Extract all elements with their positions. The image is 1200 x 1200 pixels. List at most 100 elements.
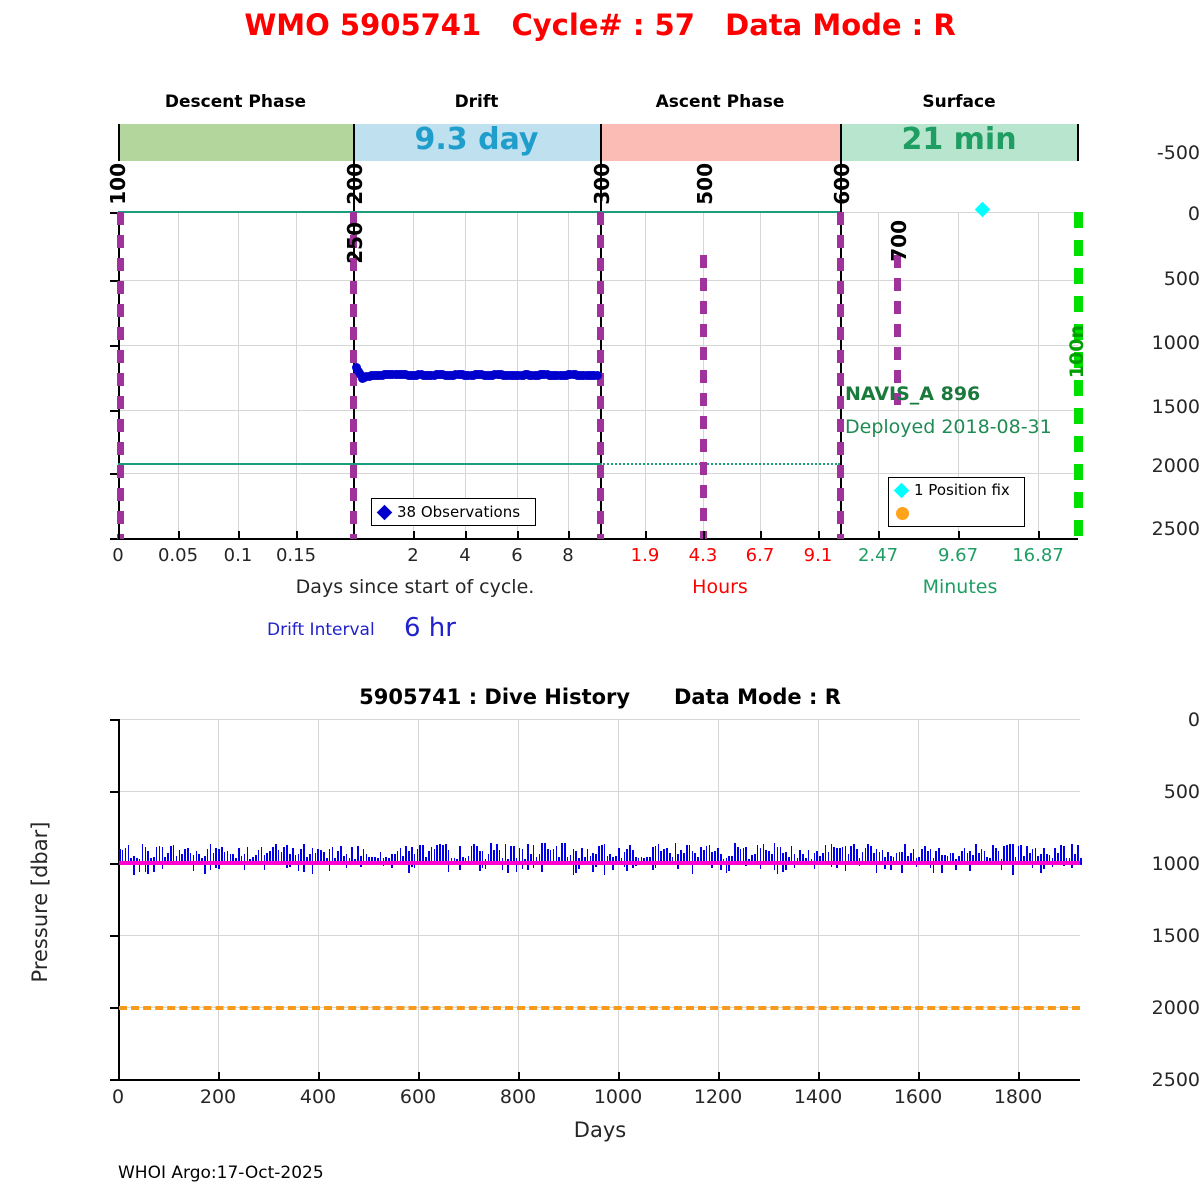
- observation-point: [444, 370, 454, 380]
- dive-history-spike: [189, 852, 192, 865]
- dive-history-spike: [402, 856, 405, 865]
- observation-point: [585, 370, 595, 380]
- observation-point: [577, 370, 587, 380]
- observation-point: [384, 370, 394, 380]
- dive-history-spike: [583, 856, 586, 865]
- dive-history-spike: [238, 848, 240, 865]
- observation-point: [505, 370, 515, 380]
- observation-point: [520, 370, 530, 380]
- dive-history-spike: [946, 855, 949, 865]
- dive-history-spike: [827, 851, 830, 865]
- dive-history-spike: [1048, 854, 1051, 865]
- dive-history-spike: [155, 847, 158, 865]
- observation-point: [557, 370, 567, 380]
- dive-history-spike: [771, 854, 773, 865]
- observation-point: [399, 369, 409, 379]
- dive-history-spike: [850, 846, 852, 865]
- dive-history-spike: [342, 856, 345, 865]
- dive-history-spike: [170, 846, 172, 865]
- dive-history-spike: [717, 848, 719, 865]
- position-fix-legend[interactable]: 1 Position fix: [888, 477, 1025, 527]
- observation-point: [447, 370, 457, 380]
- dive-history-spike: [291, 848, 294, 865]
- observation-point: [479, 370, 489, 380]
- dh-xtick-label-400: 400: [299, 1086, 337, 1108]
- observation-point: [414, 370, 424, 380]
- dive-history-spike: [1071, 844, 1074, 869]
- ytick-label-1000: 1000: [1151, 332, 1200, 354]
- dive-history-spike: [490, 843, 492, 865]
- dive-history-spike: [308, 853, 311, 865]
- dive-history-spike: [515, 858, 518, 873]
- dive-history-spike: [632, 849, 634, 869]
- observation-point: [440, 370, 450, 380]
- dive-history-spike: [881, 850, 884, 865]
- observation-point: [579, 370, 589, 380]
- dive-history-park-depth-line: [119, 1006, 1080, 1010]
- dive-history-spike: [218, 849, 220, 869]
- dh-xtick-label-200: 200: [199, 1086, 237, 1108]
- dive-history-spike: [773, 843, 776, 870]
- dive-history-spike: [1020, 845, 1023, 865]
- dive-history-spike: [600, 845, 603, 865]
- event-label-100n: 100n: [1066, 325, 1088, 379]
- dive-history-spike: [226, 850, 229, 865]
- dive-history-spike: [779, 847, 782, 865]
- position-fix-marker: [974, 201, 991, 218]
- event-label-700: 700: [887, 220, 911, 262]
- dh-gridline-1500: [118, 935, 1080, 936]
- dive-history-spike: [609, 854, 611, 865]
- xtick-mark-d1: [178, 531, 180, 539]
- dive-history-spike: [788, 856, 790, 865]
- observation-point: [368, 371, 378, 381]
- dive-history-spike: [926, 850, 929, 865]
- dive-history-spike: [538, 853, 541, 865]
- dive-history-spike: [328, 848, 331, 872]
- gridline-x-s2: [958, 212, 959, 539]
- dive-history-spike: [997, 851, 1000, 865]
- event-line-700: [894, 255, 901, 405]
- observation-point: [568, 370, 578, 380]
- phase-title-drift: Drift: [454, 92, 499, 112]
- observation-point: [525, 370, 535, 380]
- observation-point: [429, 370, 439, 380]
- dive-history-spike: [470, 846, 473, 865]
- observations-legend-label: 38 Observations: [397, 503, 521, 521]
- dive-history-spike: [725, 858, 728, 873]
- dive-history-spike: [379, 852, 382, 865]
- phase-duration-drift: 9.3 day: [414, 122, 539, 157]
- dive-history-spike: [323, 851, 325, 865]
- dive-history-spike: [124, 848, 127, 865]
- event-label-600: 600: [830, 163, 854, 205]
- observation-point: [503, 370, 513, 380]
- observations-legend[interactable]: 38 Observations: [371, 498, 536, 526]
- dive-history-spike: [864, 848, 867, 865]
- dive-history-spike: [121, 850, 124, 865]
- observation-point: [588, 370, 598, 380]
- dive-history-spike: [1014, 856, 1017, 865]
- dh-ytick-label-2000: 2000: [1151, 997, 1200, 1019]
- band-separator-0: [118, 124, 120, 161]
- dive-history-spike: [399, 847, 402, 865]
- dive-history-spike: [549, 849, 552, 865]
- dive-history-spike: [972, 855, 974, 865]
- dh-xtick-mark-1200: [718, 1072, 720, 1080]
- dive-history-spike: [768, 850, 770, 865]
- dive-history-spike: [300, 848, 303, 865]
- observation-point: [377, 370, 387, 380]
- dive-history-spike: [274, 844, 277, 865]
- gridline-x-a3: [760, 212, 761, 539]
- dive-history-spike: [663, 849, 665, 865]
- gridline-x-d2: [238, 212, 239, 539]
- xtick-label-a3: 6.7: [745, 545, 775, 566]
- dive-history-spike: [952, 853, 955, 865]
- dive-history-spike: [615, 856, 617, 865]
- dh-gridline-x-600: [418, 719, 419, 1080]
- dive-history-y-axis: [118, 719, 120, 1080]
- dive-history-spike: [966, 852, 969, 865]
- dive-history-spike: [977, 853, 980, 865]
- phase-band-ascent: [600, 124, 840, 161]
- observation-point: [529, 370, 539, 380]
- xtick-mark-a4: [818, 531, 820, 539]
- dive-history-spike: [595, 854, 597, 867]
